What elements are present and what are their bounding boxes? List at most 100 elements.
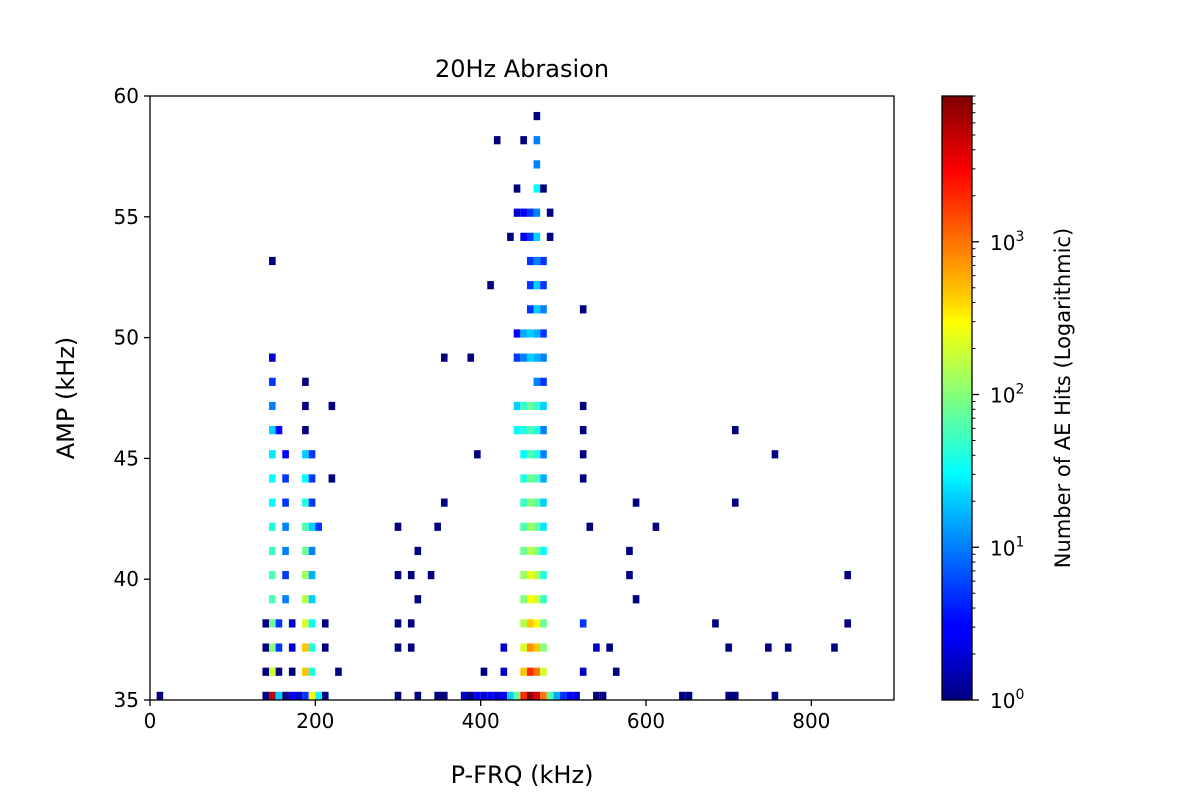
heatmap-cell [500, 643, 508, 652]
heatmap-cell [533, 281, 541, 290]
heatmap-cell [467, 691, 475, 700]
heatmap-cell [434, 522, 441, 531]
heatmap-cell [533, 401, 541, 411]
heatmap-cell [282, 546, 289, 556]
heatmap-cell [513, 691, 521, 700]
heatmap-cell [546, 208, 554, 217]
heatmap-cell [520, 546, 527, 556]
heatmap-cell [712, 619, 719, 628]
heatmap-cell [526, 450, 534, 459]
x-tick-label: 400 [462, 709, 500, 733]
heatmap-cell [540, 377, 547, 386]
heatmap-cell [540, 498, 547, 507]
heatmap-cell [474, 691, 481, 700]
heatmap-cell [533, 546, 541, 556]
heatmap-cell [784, 643, 792, 652]
colorbar-ticks: 100 101 102 103 [972, 95, 1024, 713]
heatmap-cell [440, 498, 448, 507]
heatmap-cell [526, 208, 534, 217]
heatmap-cell [302, 643, 309, 652]
heatmap-cell [440, 353, 448, 362]
heatmap-cell [520, 522, 527, 531]
heatmap-cell [493, 136, 501, 145]
heatmap-cell [579, 426, 587, 435]
heatmap-cell [520, 643, 527, 652]
chart-title: 20Hz Abrasion [435, 55, 609, 83]
heatmap-cell [288, 643, 296, 652]
heatmap-cell [520, 498, 527, 507]
heatmap-cell [269, 353, 276, 362]
heatmap-cell [533, 160, 541, 169]
heatmap-cell [526, 498, 534, 507]
heatmap-cell [520, 353, 527, 362]
colorbar-label: Number of AE Hits (Logarithmic) [1051, 228, 1075, 568]
heatmap-cell [308, 595, 316, 604]
heatmap-cell [302, 595, 309, 604]
heatmap-cell [540, 353, 547, 362]
heatmap-cell [526, 546, 534, 556]
heatmap-cell [520, 450, 527, 459]
heatmap-cell [493, 691, 501, 700]
heatmap-cell [765, 643, 772, 652]
heatmap-cell [533, 570, 541, 580]
heatmap-cell [725, 643, 732, 652]
heatmap-cell [275, 619, 283, 628]
heatmap-cell [282, 450, 289, 459]
heatmap-cell [533, 208, 541, 217]
heatmap-cell [308, 643, 316, 652]
heatmap-cell [626, 546, 633, 556]
heatmap-cell [500, 667, 508, 676]
heatmap-cell [288, 691, 296, 700]
heatmap-cell [520, 595, 527, 604]
heatmap-cell [321, 691, 329, 700]
heatmap-cell [507, 691, 514, 700]
heatmap-cell [599, 691, 607, 700]
heatmap-cell [526, 570, 534, 580]
heatmap-cell [269, 426, 276, 435]
heatmap-cell [262, 691, 270, 700]
heatmap-cell [520, 329, 527, 338]
heatmap-cell [467, 353, 475, 362]
heatmap-cell [725, 691, 732, 700]
heatmap-cell [579, 450, 587, 459]
heatmap-cell [288, 667, 296, 676]
heatmap-cell [526, 426, 534, 435]
heatmap-cell [579, 474, 587, 483]
heatmap-cell [526, 474, 534, 483]
heatmap-cell [269, 474, 276, 483]
heatmap-cells [156, 111, 852, 700]
heatmap-cell [533, 498, 541, 507]
heatmap-cell [513, 329, 521, 338]
heatmap-cell [414, 595, 422, 604]
heatmap-cell [533, 595, 541, 604]
heatmap-cell [526, 232, 534, 241]
heatmap-cell [533, 305, 541, 314]
x-tick-label: 800 [792, 709, 830, 733]
y-tick-label: 45 [114, 446, 139, 470]
plot-frame [149, 95, 895, 701]
heatmap-cell [520, 426, 527, 435]
heatmap-cell [262, 643, 270, 652]
heatmap-cell [302, 691, 309, 700]
heatmap-cell [308, 498, 316, 507]
heatmap-cell [487, 281, 494, 290]
heatmap-cell [302, 498, 309, 507]
heatmap-cell [308, 450, 316, 459]
heatmap-cell [295, 691, 303, 700]
heatmap-cell [526, 401, 534, 411]
heatmap-cell [407, 570, 415, 580]
heatmap-cell [315, 691, 322, 700]
heatmap-cell [321, 643, 329, 652]
heatmap-cell [526, 522, 534, 531]
heatmap-cell [427, 570, 435, 580]
heatmap-cell [520, 570, 527, 580]
heatmap-cell [632, 595, 640, 604]
heatmap-cell [282, 691, 289, 700]
heatmap-cell [685, 691, 693, 700]
heatmap-cell [560, 691, 567, 700]
heatmap-cell [553, 691, 561, 700]
heatmap-cell [282, 498, 289, 507]
heatmap-cell [540, 667, 547, 676]
colorbar-tick-label: 102 [990, 382, 1024, 408]
heatmap-cell [269, 377, 276, 386]
